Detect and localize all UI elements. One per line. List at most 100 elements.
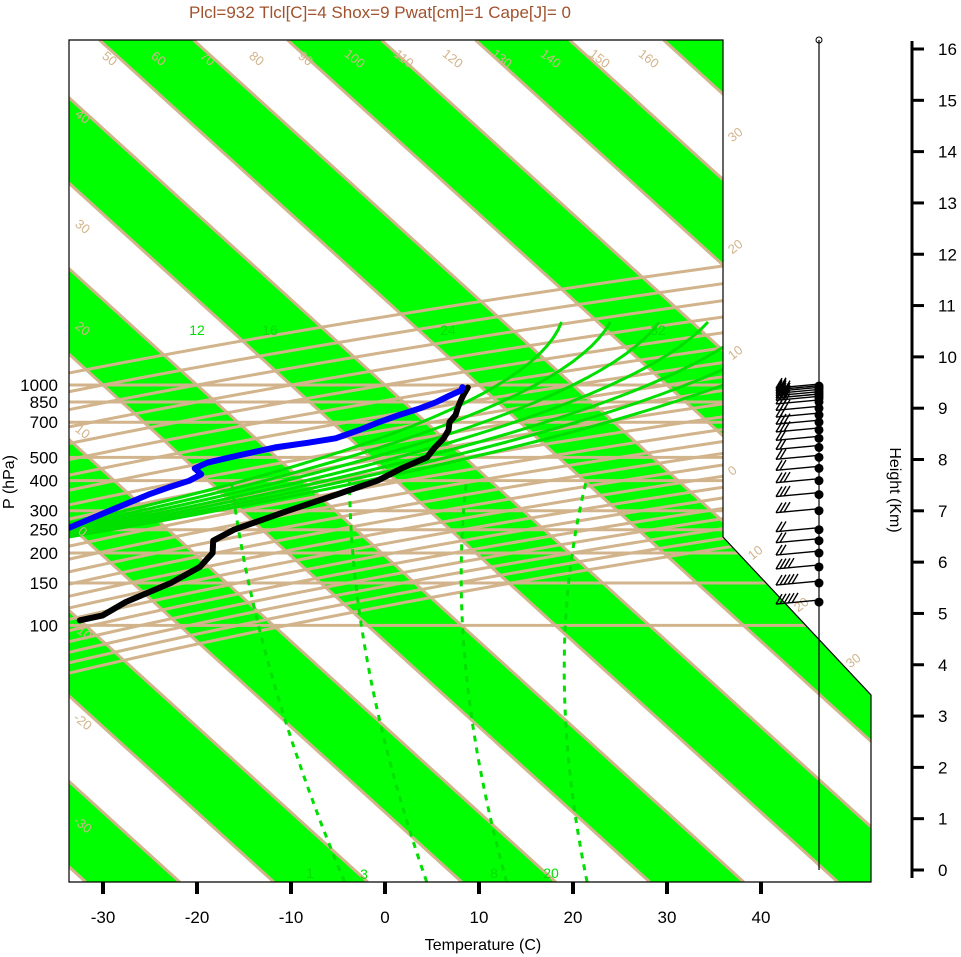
wind-barb-feather (775, 406, 783, 418)
wind-barb-staff (775, 405, 820, 411)
moist-adiabat-line (69, 321, 661, 882)
mixing-ratio-label: 20 (543, 865, 559, 881)
wind-barb-feather (779, 421, 787, 433)
mixing-ratio-lines (230, 481, 589, 882)
wind-barb-feather (775, 574, 783, 586)
plot-border (68, 39, 872, 883)
y-tick-label: 500 (30, 448, 58, 467)
wind-barb-staff (775, 491, 820, 498)
wind-barb-feather (775, 593, 783, 605)
wind-barb-feather (787, 592, 795, 604)
x-tick-label: -30 (91, 908, 116, 927)
wind-barb-feather (775, 399, 783, 411)
x-tick-label: 40 (752, 908, 771, 927)
x-tick-label: -10 (279, 908, 304, 927)
height-tick-label: 14 (938, 143, 957, 162)
wind-barb-feather (779, 502, 787, 513)
wind-barb-staff (775, 580, 820, 586)
mixing-ratio-line (230, 481, 346, 882)
moist-adiabat-label: 24 (440, 322, 456, 338)
wind-barb-feather (783, 485, 791, 497)
wind-barb-feather (779, 544, 787, 556)
wind-barb-staff (775, 465, 820, 472)
height-tick-label: 3 (938, 707, 947, 726)
isotherm-label: 20 (725, 236, 746, 257)
height-tick-label: 0 (938, 861, 947, 880)
wind-barb-feather (775, 460, 783, 471)
isotherm-line (69, 40, 275, 882)
height-tick-label: 8 (938, 451, 947, 470)
dry-adiabat-line (69, 40, 871, 882)
moist-adiabat-line (69, 320, 758, 882)
wind-barb-staff (775, 454, 820, 461)
wind-barb-feather (775, 472, 783, 484)
dewpoint-line (69, 384, 466, 622)
wind-barb-feather (775, 383, 783, 394)
isotherm-line (69, 40, 745, 882)
temperature-line (76, 384, 471, 624)
isotherm-line (192, 40, 871, 882)
chart-header: Plcl=932 Tlcl[C]=4 Shox=9 Pwat[cm]=1 Cap… (189, 3, 571, 22)
wind-level-dot (814, 442, 824, 452)
height-tick-label: 7 (938, 502, 947, 521)
mixing-ratio-label: 8 (490, 865, 498, 881)
x-axis: -30 -20 -10 0 10 20 30 40 (91, 882, 771, 927)
wind-level-dot (814, 506, 824, 516)
wind-barb-feather (779, 485, 787, 497)
isotherm-label: 160 (636, 46, 662, 71)
y-tick-label: 300 (30, 502, 58, 521)
wind-barb-staff (775, 412, 820, 418)
x-axis-title: Temperature (C) (425, 937, 541, 954)
height-tick-label: 11 (938, 297, 956, 316)
moist-adiabat-line (69, 321, 612, 882)
wind-level-dot (814, 452, 824, 462)
y-axis-title: P (hPa) (1, 455, 18, 509)
wind-level-dot (814, 536, 824, 546)
height-tick-label: 6 (938, 553, 947, 572)
barb-top-marker (815, 36, 823, 44)
wind-level-dot (814, 597, 824, 607)
wind-barb-feather (775, 429, 783, 441)
height-tick-label: 10 (938, 348, 957, 367)
x-tick-label: 0 (380, 908, 389, 927)
wind-barb-feather (787, 557, 795, 569)
wind-barb-feather (775, 421, 783, 433)
height-tick-label: 1 (938, 810, 947, 829)
x-tick-label: 20 (564, 908, 583, 927)
wind-barb-staff (775, 435, 820, 442)
wind-level-dot (814, 463, 824, 473)
moist-adiabat-line (69, 320, 807, 882)
temperature-band (69, 40, 744, 882)
wind-barb-staff (775, 419, 820, 425)
wind-barb-feather (779, 438, 787, 450)
wind-barb-staff (775, 427, 820, 433)
height-tick-label: 16 (938, 40, 957, 59)
dry-adiabat-line (69, 40, 871, 882)
wind-level-dot (814, 490, 824, 500)
wind-barb-feather (779, 593, 787, 605)
wind-level-dot (814, 525, 824, 535)
y-tick-label: 100 (30, 616, 58, 635)
moist-adiabat-label: 32 (650, 322, 666, 338)
isotherm-line (98, 40, 871, 882)
wind-barb-feather (775, 521, 783, 533)
wind-barb-feather (779, 413, 787, 425)
wind-level-dot (814, 425, 824, 435)
mixing-ratio-label: 1 (306, 865, 314, 881)
wind-barb-feather (775, 385, 783, 397)
wind-barb-feather (783, 384, 791, 396)
wind-barb-feather (775, 486, 783, 497)
wind-barb-staff (775, 507, 820, 514)
wind-barb-feather (779, 459, 787, 471)
isotherm-label: 30 (72, 216, 93, 237)
height-tick-label: 13 (938, 194, 957, 213)
moist-adiabat-line (69, 320, 710, 882)
dry-adiabat-line (69, 40, 871, 882)
wind-barb-feather (783, 574, 791, 585)
wind-barb-staff (775, 444, 820, 451)
wind-barb-staff (775, 550, 820, 556)
wind-barb-feather (779, 558, 787, 570)
wind-barb-feather (783, 471, 791, 483)
